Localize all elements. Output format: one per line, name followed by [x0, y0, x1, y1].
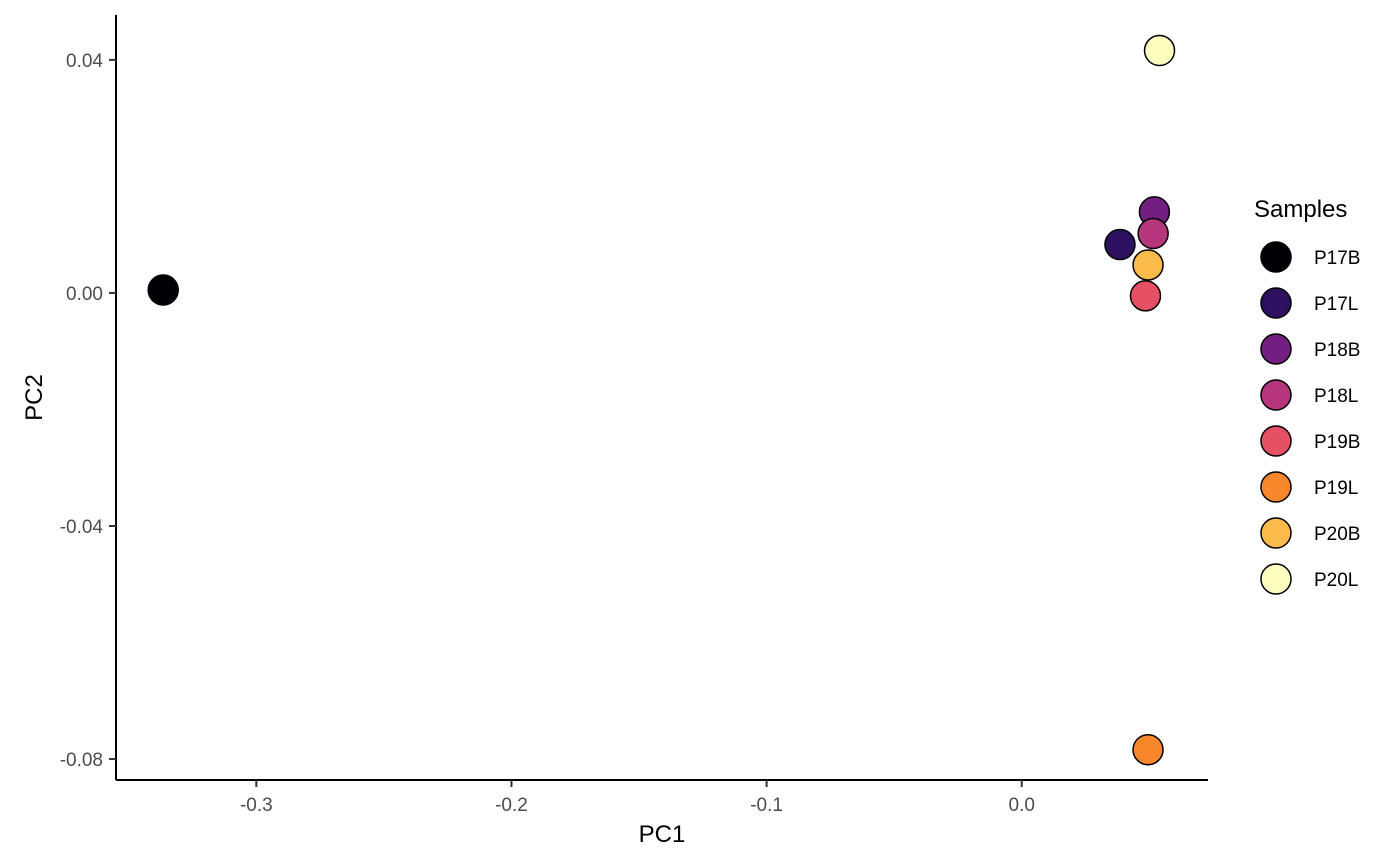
data-point-p17l: [1104, 228, 1136, 261]
x-tick-label: 0.0: [1009, 795, 1035, 816]
legend: Samples P17B P17L P18B P18L P19B P19L P20B P20L: [1254, 196, 1360, 595]
y-ticks: 0.04 0.00 -0.04 -0.08: [60, 51, 116, 771]
data-point-p19l: [1132, 733, 1164, 766]
y-tick-label: 0.04: [66, 51, 103, 72]
data-point-p19b: [1129, 280, 1162, 312]
y-tick-label: -0.08: [60, 750, 103, 771]
data-points: [147, 34, 1176, 766]
legend-label: P19L: [1314, 478, 1358, 499]
legend-key-p20b: [1260, 517, 1292, 549]
legend-key-p19l: [1260, 471, 1292, 503]
legend-label: P17B: [1314, 248, 1360, 269]
legend-key-p18b: [1260, 333, 1292, 365]
legend-items: P17B P17L P18B P18L P19B P19L P20B P20L: [1260, 241, 1360, 595]
x-ticks: -0.3 -0.2 -0.1 0.0: [240, 780, 1035, 816]
legend-key-p18l: [1260, 379, 1292, 411]
x-tick-label: -0.3: [240, 795, 273, 816]
x-axis-title: PC1: [639, 821, 686, 848]
data-point-p18l: [1137, 217, 1169, 250]
legend-label: P18B: [1314, 340, 1360, 361]
legend-label: P20B: [1314, 524, 1360, 545]
legend-label: P20L: [1314, 570, 1358, 591]
data-point-p20b: [1132, 249, 1164, 281]
legend-key-p17l: [1260, 287, 1292, 319]
y-axis-title: PC2: [21, 374, 48, 421]
legend-key-p19b: [1260, 425, 1292, 457]
legend-key-p17b: [1260, 241, 1292, 273]
y-tick-label: -0.04: [60, 517, 104, 538]
legend-key-p20l: [1260, 563, 1292, 595]
axes: [115, 15, 1208, 781]
data-point-p17b: [147, 274, 179, 306]
x-tick-label: -0.1: [750, 795, 783, 816]
legend-label: P18L: [1314, 386, 1358, 407]
legend-label: P17L: [1314, 294, 1358, 315]
y-tick-label: 0.00: [66, 284, 103, 305]
data-point-p20l: [1143, 34, 1176, 67]
x-tick-label: -0.2: [495, 795, 528, 816]
legend-title: Samples: [1254, 196, 1347, 223]
legend-label: P19B: [1314, 432, 1360, 453]
